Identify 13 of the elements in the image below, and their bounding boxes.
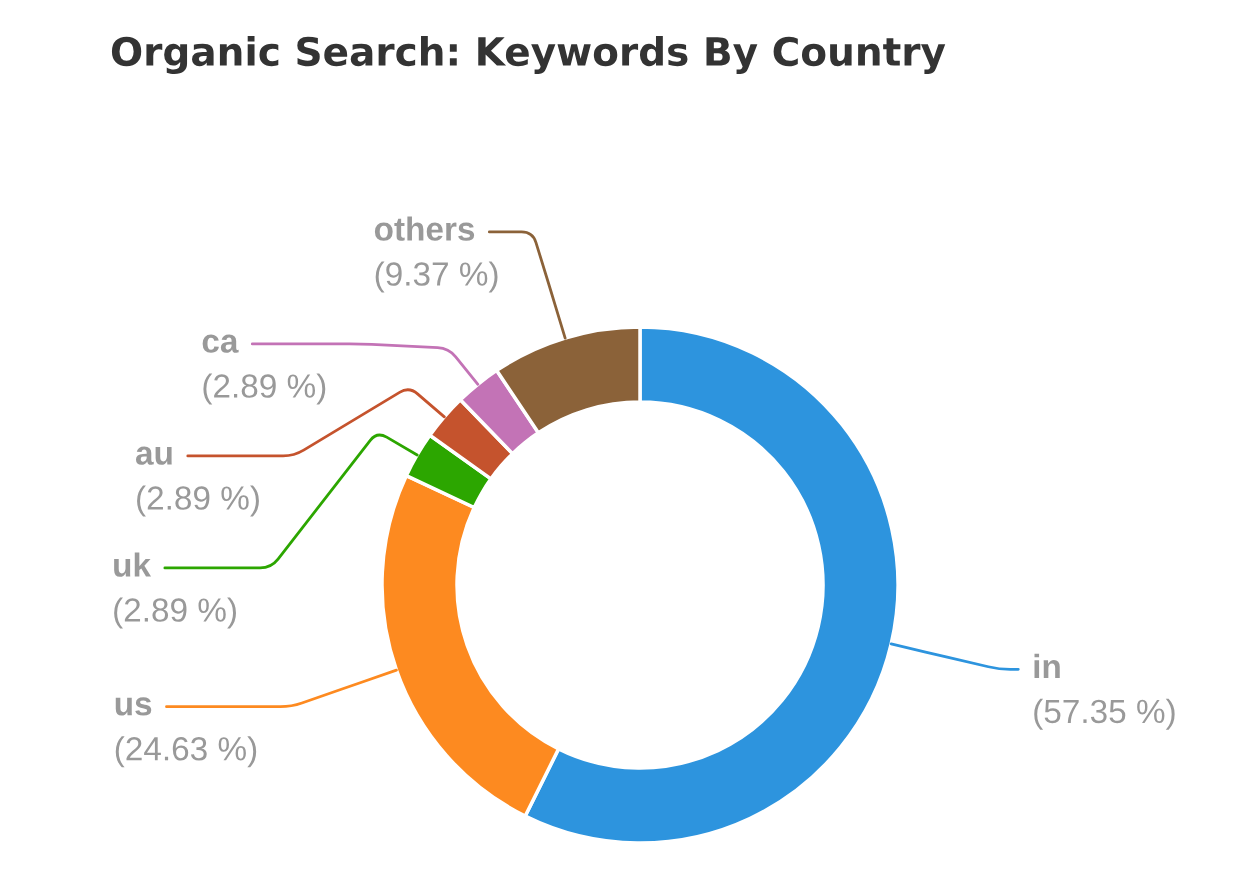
slice-label: uk bbox=[114, 552, 152, 577]
data-label: (2.89 %) bbox=[203, 373, 326, 405]
slice-label: in bbox=[1034, 653, 1060, 678]
data-label: (2.89 %) bbox=[137, 485, 259, 517]
slice-label: others bbox=[374, 216, 475, 241]
chart-title: Organic Search: Keywords By Country bbox=[111, 35, 946, 75]
data-label: (9.37 %) bbox=[375, 261, 498, 293]
data-label: (24.63 %) bbox=[115, 736, 257, 768]
data-label: (57.35 %) bbox=[1034, 698, 1175, 730]
slice-label: au bbox=[135, 446, 172, 465]
data-label: (2.89 %) bbox=[114, 597, 236, 629]
slice-label: us bbox=[115, 697, 152, 716]
slice-label: ca bbox=[202, 334, 239, 353]
